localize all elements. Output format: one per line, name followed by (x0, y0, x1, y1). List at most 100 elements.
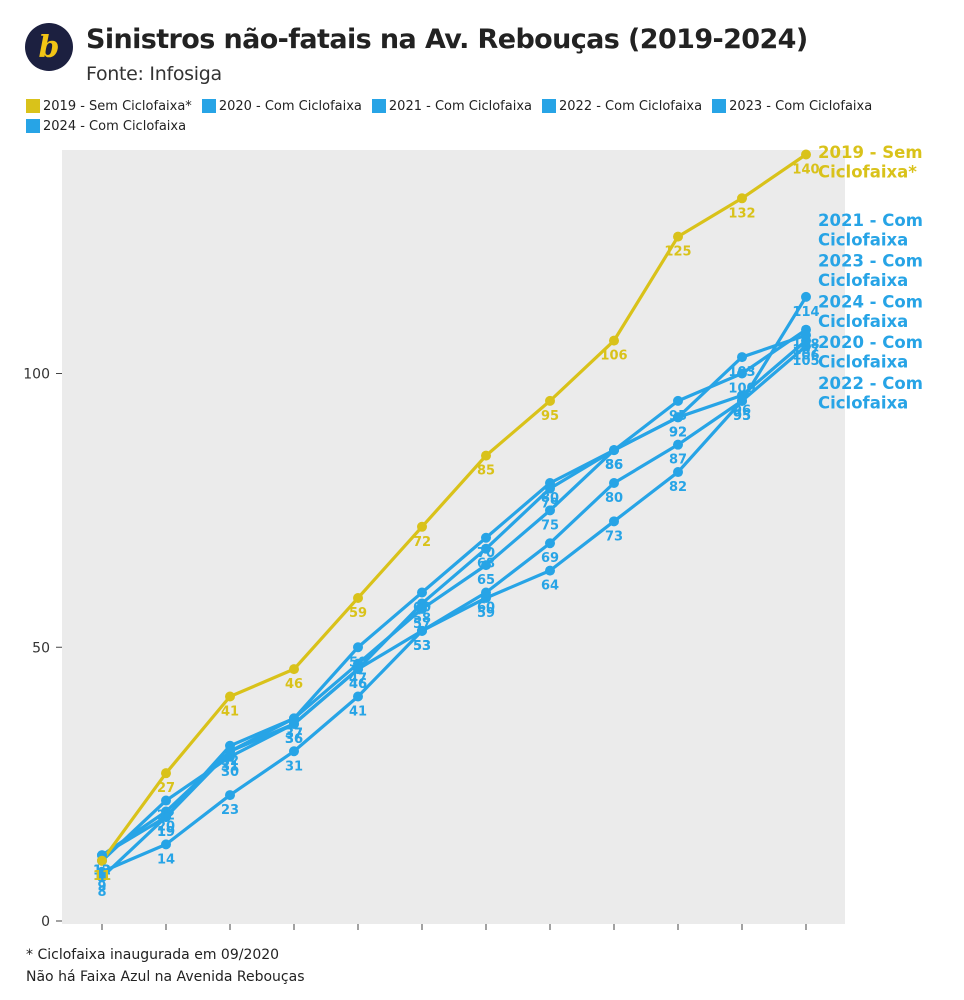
data-label: 23 (221, 803, 239, 818)
series-line (100, 152, 808, 863)
data-point (161, 768, 171, 779)
data-point (737, 352, 747, 363)
data-point (289, 718, 299, 729)
data-point (801, 291, 811, 302)
data-point (97, 855, 107, 866)
data-point (161, 839, 171, 850)
data-point (609, 445, 619, 456)
legend-item[interactable]: 2021 - Com Ciclofaixa (371, 96, 532, 116)
data-point (545, 565, 555, 576)
data-label: 60 (413, 601, 431, 616)
legend-label: 2020 - Com Ciclofaixa (218, 98, 362, 114)
data-label: 46 (349, 677, 367, 692)
legend-item[interactable]: 2019 - Sem Ciclofaixa* (26, 96, 192, 116)
footnote-ciclofaixa: * Ciclofaixa inaugurada em 09/2020 (26, 947, 280, 963)
data-label: 57 (413, 617, 431, 632)
data-label: 82 (669, 480, 687, 495)
legend-swatch (371, 99, 386, 113)
data-point (417, 598, 427, 609)
data-label: 41 (349, 705, 367, 720)
data-label: 8 (97, 885, 106, 900)
series-end-label: 2022 - Com Ciclofaixa (818, 374, 923, 413)
data-point (417, 587, 427, 598)
data-label: 12 (93, 863, 111, 878)
legend-label: 2022 - Com Ciclofaixa (559, 98, 703, 114)
series-line (100, 344, 808, 874)
line-chart: 0 50 100 12 20 31 37 47 57 65 75 86 92 96 106 11 22 30 36 4… (23, 143, 923, 930)
data-point (225, 790, 235, 801)
data-label: 68 (477, 557, 495, 572)
legend-item[interactable]: 2020 - Com Ciclofaixa (201, 96, 362, 116)
data-label: 70 (477, 546, 495, 561)
legend-item[interactable]: 2023 - Com Ciclofaixa (712, 96, 872, 116)
data-label: 36 (285, 732, 303, 747)
data-label: 46 (349, 677, 367, 692)
data-label: 140 (792, 163, 819, 178)
data-label: 59 (477, 606, 495, 621)
data-point (673, 231, 683, 242)
data-point (737, 395, 747, 406)
data-label: 100 (728, 382, 755, 397)
data-label: 105 (792, 354, 819, 369)
data-label: 80 (541, 491, 559, 506)
data-point (481, 587, 491, 598)
data-label: 92 (669, 425, 687, 440)
series-line (100, 333, 808, 857)
data-point (609, 516, 619, 527)
data-point (609, 335, 619, 346)
data-label: 86 (605, 458, 623, 473)
data-label: 37 (285, 726, 303, 741)
data-label: 75 (541, 518, 559, 533)
data-label: 79 (541, 496, 559, 511)
data-label: 69 (541, 551, 559, 566)
data-point (545, 483, 555, 494)
data-label: 95 (733, 409, 751, 424)
data-point (289, 746, 299, 757)
y-tick-label: 50 (32, 640, 50, 656)
data-point (801, 149, 811, 160)
data-label: 41 (221, 705, 239, 720)
legend-label: 2019 - Sem Ciclofaixa* (43, 98, 192, 114)
legend-swatch (201, 99, 216, 113)
data-label: 65 (477, 573, 495, 588)
data-point (481, 532, 491, 543)
chart-title: Sinistros não-fatais na Av. Rebouças (20… (86, 24, 808, 55)
data-label: 64 (541, 579, 559, 594)
data-label: 20 (157, 820, 175, 835)
data-point (737, 368, 747, 379)
legend-label: 2021 - Com Ciclofaixa (388, 98, 532, 114)
data-point (353, 691, 363, 702)
series-end-label: 2020 - Com Ciclofaixa (818, 333, 923, 372)
data-label: 32 (221, 754, 239, 769)
data-label: 125 (664, 245, 691, 260)
data-point (161, 795, 171, 806)
data-label: 9 (97, 880, 106, 895)
data-label: 31 (221, 759, 239, 774)
series-end-label: 2019 - Sem Ciclofaixa* (818, 143, 923, 182)
data-label: 14 (157, 852, 175, 867)
data-label: 59 (349, 606, 367, 621)
plot-background (62, 150, 845, 924)
series-end-label: 2021 - Com Ciclofaixa (818, 211, 923, 250)
data-label: 72 (413, 535, 431, 550)
legend-swatch (712, 99, 727, 113)
data-label: 53 (413, 639, 431, 654)
data-point (673, 467, 683, 478)
legend-swatch (26, 99, 40, 113)
legend-item[interactable]: 2024 - Com Ciclofaixa (26, 116, 186, 136)
data-label: 107 (792, 343, 819, 358)
data-point (161, 811, 171, 822)
data-point (737, 193, 747, 204)
legend-label: 2024 - Com Ciclofaixa (43, 118, 187, 134)
data-label: 31 (221, 759, 239, 774)
legend-swatch (26, 119, 40, 133)
data-label: 92 (669, 425, 687, 440)
data-point (225, 691, 235, 702)
data-point (801, 341, 811, 352)
data-label: 103 (728, 365, 755, 380)
legend-item[interactable]: 2022 - Com Ciclofaixa (542, 96, 702, 116)
data-label: 106 (600, 349, 627, 364)
data-label: 86 (605, 458, 623, 473)
data-label: 108 (792, 338, 819, 353)
data-label: 60 (477, 601, 495, 616)
